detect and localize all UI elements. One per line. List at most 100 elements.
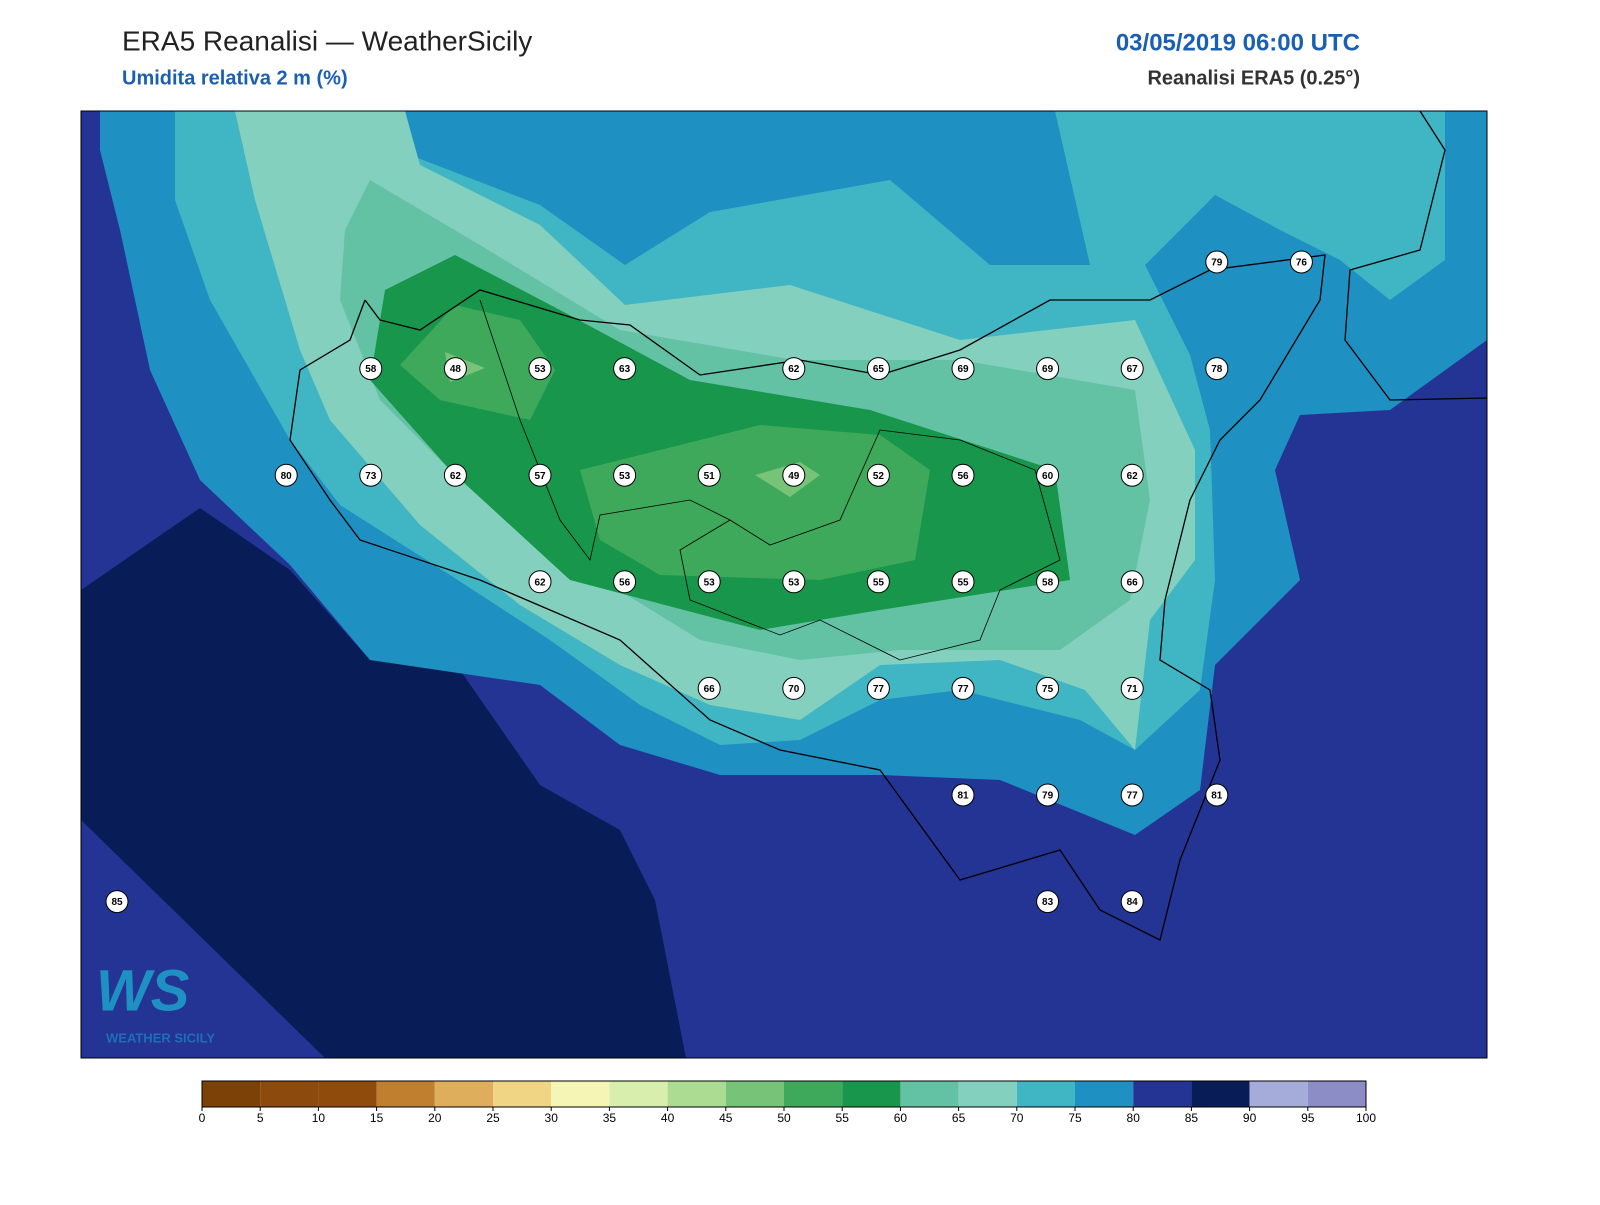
map-frame bbox=[80, 110, 1488, 1059]
station-marker bbox=[443, 463, 467, 487]
stations: 79 76 58 48 53 63 62 65 69 69 67 78 80 73 62 57 53 51 49 52… bbox=[105, 250, 1313, 914]
station-value: 67 bbox=[1127, 364, 1139, 375]
station-marker bbox=[1120, 890, 1144, 914]
station-value: 71 bbox=[1127, 684, 1139, 695]
station-marker bbox=[1120, 357, 1144, 381]
colorbar-segment bbox=[725, 1081, 784, 1107]
station-marker bbox=[697, 570, 721, 594]
station-marker bbox=[1120, 463, 1144, 487]
coastline bbox=[289, 254, 1326, 941]
station-marker bbox=[697, 463, 721, 487]
station-marker bbox=[1205, 783, 1229, 807]
station-value: 75 bbox=[1042, 684, 1054, 695]
station-value: 60 bbox=[1042, 471, 1054, 482]
colorbar-tick-label: 20 bbox=[428, 1111, 442, 1125]
station-value: 83 bbox=[1042, 897, 1054, 908]
station-marker bbox=[359, 463, 383, 487]
station-marker bbox=[528, 570, 552, 594]
colorbar-tick-label: 100 bbox=[1356, 1111, 1376, 1125]
station-marker bbox=[443, 357, 467, 381]
station-value: 77 bbox=[957, 684, 969, 695]
colorbar-tick-label: 85 bbox=[1185, 1111, 1199, 1125]
colorbar-segment bbox=[551, 1081, 610, 1107]
station-marker bbox=[1036, 357, 1060, 381]
station-marker bbox=[866, 463, 890, 487]
station-value: 56 bbox=[619, 577, 631, 588]
station-value: 69 bbox=[957, 364, 969, 375]
station-value: 55 bbox=[957, 577, 969, 588]
colorbar-segment bbox=[900, 1081, 959, 1107]
colorbar-tick-label: 75 bbox=[1068, 1111, 1082, 1125]
station-marker bbox=[951, 676, 975, 700]
station-value: 62 bbox=[450, 471, 462, 482]
station-marker bbox=[613, 463, 637, 487]
station-value: 85 bbox=[111, 897, 123, 908]
colorbar-tick-label: 55 bbox=[836, 1111, 850, 1125]
station-marker bbox=[866, 570, 890, 594]
colorbar-tick-label: 70 bbox=[1010, 1111, 1024, 1125]
station-marker bbox=[613, 570, 637, 594]
station-value: 52 bbox=[873, 471, 885, 482]
colorbar-tick-label: 80 bbox=[1127, 1111, 1141, 1125]
datetime: 03/05/2019 06:00 UTC bbox=[1116, 29, 1360, 56]
colorbar-tick-label: 60 bbox=[894, 1111, 908, 1125]
station-value: 79 bbox=[1211, 258, 1223, 269]
colorbar-tick-label: 35 bbox=[603, 1111, 617, 1125]
station-value: 77 bbox=[1127, 791, 1139, 802]
colorbar-tick-label: 0 bbox=[199, 1111, 206, 1125]
station-marker bbox=[1036, 570, 1060, 594]
colorbar: 0 5 10 15 20 25 30 35 40 45 50 55 60 65 70 75 80 85 90 95 10… bbox=[199, 1080, 1376, 1125]
station-marker bbox=[1036, 463, 1060, 487]
station-marker bbox=[1120, 570, 1144, 594]
station-marker bbox=[1036, 890, 1060, 914]
colorbar-segment bbox=[1249, 1081, 1308, 1107]
station-value: 53 bbox=[534, 364, 546, 375]
station-value: 81 bbox=[957, 791, 969, 802]
colorbar-segment bbox=[1016, 1081, 1075, 1107]
station-marker bbox=[1120, 783, 1144, 807]
station-marker bbox=[528, 463, 552, 487]
contour bbox=[81, 508, 686, 1058]
station-marker bbox=[1205, 357, 1229, 381]
colorbar-segment bbox=[376, 1081, 435, 1107]
colorbar-tick-label: 65 bbox=[952, 1111, 966, 1125]
station-marker bbox=[1120, 676, 1144, 700]
colorbar-tick-label: 15 bbox=[370, 1111, 384, 1125]
colorbar-tick-label: 95 bbox=[1301, 1111, 1315, 1125]
colorbar-segment bbox=[493, 1081, 552, 1107]
colorbar-segment bbox=[667, 1081, 726, 1107]
station-value: 63 bbox=[619, 364, 631, 375]
colorbar-segment bbox=[318, 1081, 377, 1107]
colorbar-segment bbox=[202, 1081, 261, 1107]
colorbar-segment bbox=[1191, 1081, 1250, 1107]
station-marker bbox=[1036, 783, 1060, 807]
colorbar-tick-label: 40 bbox=[661, 1111, 675, 1125]
border bbox=[479, 299, 1061, 661]
station-value: 53 bbox=[788, 577, 800, 588]
station-value: 55 bbox=[873, 577, 885, 588]
station-marker bbox=[951, 783, 975, 807]
station-marker bbox=[274, 463, 298, 487]
station-value: 62 bbox=[534, 577, 546, 588]
station-value: 58 bbox=[1042, 577, 1054, 588]
station-value: 70 bbox=[788, 684, 800, 695]
contour bbox=[580, 425, 930, 580]
station-marker bbox=[1036, 676, 1060, 700]
station-value: 81 bbox=[1211, 791, 1223, 802]
colorbar-segment bbox=[784, 1081, 843, 1107]
station-value: 78 bbox=[1211, 364, 1223, 375]
station-marker bbox=[782, 570, 806, 594]
station-value: 79 bbox=[1042, 791, 1054, 802]
station-value: 66 bbox=[704, 684, 716, 695]
station-marker bbox=[951, 570, 975, 594]
station-value: 69 bbox=[1042, 364, 1054, 375]
station-marker bbox=[782, 357, 806, 381]
station-marker bbox=[613, 357, 637, 381]
station-value: 80 bbox=[281, 471, 293, 482]
station-marker bbox=[951, 357, 975, 381]
station-marker bbox=[866, 357, 890, 381]
station-value: 62 bbox=[1127, 471, 1139, 482]
colorbar-tick-label: 10 bbox=[312, 1111, 326, 1125]
title: ERA5 Reanalisi — WeatherSicily bbox=[122, 25, 532, 56]
